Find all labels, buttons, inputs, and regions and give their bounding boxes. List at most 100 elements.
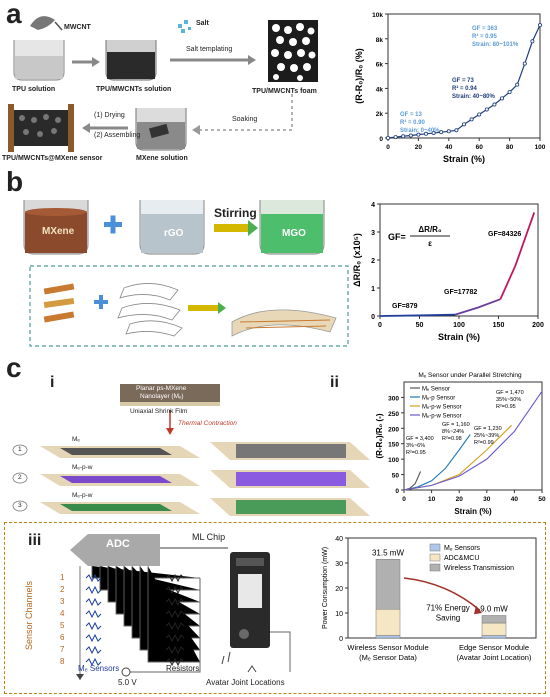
plus-icon	[104, 215, 122, 234]
foam-block	[268, 20, 318, 82]
channel-numbers: 1 2 3 4 5 6 7 8	[60, 572, 64, 668]
annotation-gf: GF=879	[392, 303, 418, 310]
chart-a: 0 20 40 60 80 100 0 2k 4k 6k 8k 10k Strain (%) (R-R₀)…	[354, 12, 546, 164]
x-tick-label: 200	[532, 322, 544, 329]
data-point	[469, 117, 474, 122]
plot-frame	[387, 13, 541, 139]
label-ml-chip: ML Chip	[192, 532, 226, 542]
series-line	[379, 313, 456, 317]
label-foam: TPU/MWCNTs foam	[252, 88, 317, 95]
saving-annotation: Saving	[436, 614, 460, 623]
legend-label: ADC&MCU	[444, 555, 479, 562]
data-point	[424, 131, 429, 136]
bar-total-label: 9.0 mW	[480, 605, 508, 614]
category-label: (Avatar Joint Location)	[457, 653, 532, 662]
annotation-line: GF = 1,160	[442, 422, 470, 428]
data-point	[477, 112, 482, 117]
dashed-inset	[29, 265, 349, 347]
y-tick-label: 200	[388, 426, 399, 433]
annotation-line: R²=0.99	[474, 440, 494, 446]
label-rgo: rGO	[164, 228, 184, 239]
label-resistors: Resistors	[166, 664, 200, 673]
label-shrink-film: Uniaxial Shrink Film	[130, 408, 188, 415]
label-thermal: Thermal Contraction	[178, 420, 237, 427]
y-tick-label: 10	[335, 611, 343, 618]
annotation-line: 35%~50%	[496, 397, 521, 403]
arrow-1-head	[92, 57, 100, 67]
legend-swatch	[429, 543, 441, 552]
ml-chip-board	[230, 552, 270, 648]
data-point	[393, 135, 398, 140]
label-row-2: 2	[18, 474, 22, 481]
chart-title: Mₑ Sensor under Parallel Stretching	[418, 372, 522, 379]
panel-b-schematic	[23, 200, 349, 347]
panel-letter-b: b	[6, 166, 24, 197]
channel-6: 6	[60, 633, 65, 642]
label-tpu-mwcnts-solution: TPU/MWCNTs solution	[96, 86, 172, 93]
annotation-line: Strain: 40~80%	[452, 94, 496, 100]
saving-arrow-head	[474, 605, 482, 615]
x-tick-label: 40	[445, 144, 453, 151]
label-sensor: TPU/MWCNTs@MXene sensor	[2, 155, 103, 162]
annotation-line: R²=0.95	[406, 450, 426, 456]
y-tick-label: 0	[379, 136, 383, 143]
category-label: (Mₑ Sensor Data)	[359, 653, 417, 662]
mwcnt-arrow	[54, 21, 63, 31]
label-salt-templating: Salt templating	[186, 46, 233, 53]
wireless-icon	[221, 651, 231, 665]
label-stirring: Stirring	[214, 206, 257, 220]
arrow-composite-head	[218, 302, 226, 314]
data-point	[454, 128, 459, 133]
channel-7: 7	[60, 645, 65, 654]
label-drying: (1) Drying	[94, 112, 125, 119]
label-soaking: Soaking	[232, 116, 258, 123]
data-point	[507, 90, 512, 95]
y-axis-label: Power Consumption (mW)	[322, 547, 329, 629]
plus-icon-2	[94, 295, 108, 309]
channel-2: 2	[60, 585, 65, 594]
data-point	[522, 61, 527, 66]
y-tick-label: 6k	[376, 62, 384, 69]
y-tick-label: 50	[392, 473, 400, 480]
legend-label: Wireless Transmission	[444, 565, 514, 572]
y-tick-label: 10k	[372, 12, 383, 19]
annotation-line: 3%~6%	[406, 443, 425, 449]
y-tick-label: 0	[395, 488, 399, 495]
composite-network	[231, 309, 337, 337]
antenna-icon	[247, 665, 257, 673]
beaker-mxene-b	[23, 200, 89, 255]
chart-c: 0 10 20 30 40 50 0 50 100 150 200 250 300 Strain (%) (…	[375, 372, 546, 516]
beaker-mgo	[259, 200, 325, 255]
formula-numerator: ΔR/R₀	[418, 225, 442, 234]
y-tick-label: 0	[339, 636, 343, 643]
category-label: Wireless Sensor Module	[347, 643, 428, 652]
chart-b: 0 50 100 150 200 0 1 2 3 4 Strain (%) ΔR/R₀ (x10⁵) G…	[352, 202, 544, 342]
label-row-3: 3	[18, 502, 22, 509]
y-tick-label: 3	[371, 230, 375, 237]
arrow-soaking	[200, 94, 293, 131]
mxene-flakes	[43, 283, 75, 323]
channel-lines	[79, 566, 200, 680]
x-tick-label: 50	[538, 496, 546, 503]
beaker-rgo	[139, 200, 205, 255]
y-tick-label: 4k	[376, 86, 384, 93]
arrow-salt-head	[248, 55, 256, 65]
bar-segment	[481, 622, 507, 636]
ground-arrow	[76, 674, 84, 680]
series-line	[454, 298, 501, 316]
row-3	[12, 498, 370, 516]
channel-4: 4	[60, 609, 65, 618]
data-point	[515, 82, 520, 87]
bar-segment	[375, 559, 401, 610]
adc-block	[70, 534, 160, 566]
graphene-sheets	[117, 283, 183, 337]
beaker-mxene	[135, 108, 187, 151]
bar-segment	[375, 609, 401, 636]
y-tick-label: 1	[371, 286, 375, 293]
panel-c-schematic	[12, 384, 370, 516]
annotation-line: 8%~24%	[442, 429, 464, 435]
bar-segment	[375, 635, 401, 639]
x-tick-label: 10	[428, 496, 436, 503]
thermal-arrow-head	[166, 428, 174, 435]
row-1	[12, 442, 370, 460]
